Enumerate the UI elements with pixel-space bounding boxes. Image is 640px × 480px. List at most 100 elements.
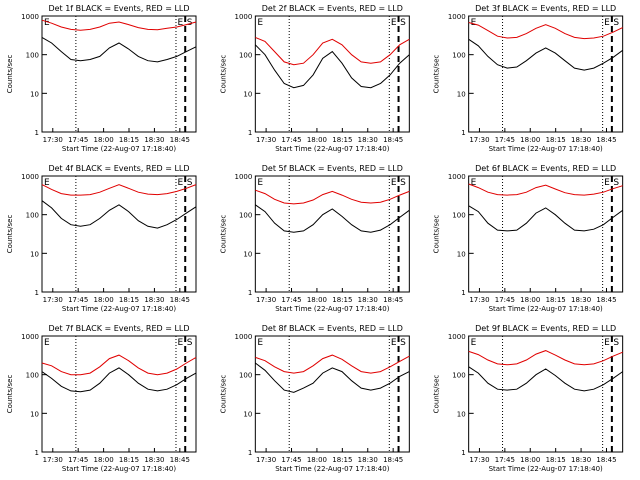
x-tick-label: 18:30 [144, 296, 164, 304]
y-tick-label: 1000 [448, 13, 466, 21]
x-tick-label: 17:45 [68, 296, 88, 304]
marker-e-left: E [257, 18, 263, 28]
chart-panel-1: Det 1f BLACK = Events, RED = LLD 1 10 100 10… [6, 4, 197, 153]
series-events-line [254, 44, 410, 89]
x-tick-label: 18:15 [119, 456, 139, 464]
y-tick-label: 1000 [235, 173, 253, 181]
x-tick-label: 18:15 [119, 296, 139, 304]
y-tick-label: 100 [452, 372, 465, 380]
y-tick-label: 1 [248, 129, 252, 137]
y-axis-label: Counts/sec [433, 55, 441, 94]
x-tick-label: 18:30 [358, 136, 378, 144]
y-tick-label: 1000 [448, 173, 466, 181]
x-tick-label: 17:45 [68, 136, 88, 144]
plot-frame [254, 335, 410, 453]
y-tick-label: 1 [35, 289, 39, 297]
y-tick-label: 10 [30, 90, 39, 98]
x-tick-label: 18:00 [94, 136, 114, 144]
x-axis-label: Start Time (22-Aug-07 17:18:40) [275, 465, 389, 473]
marker-e-left: E [257, 338, 263, 348]
marker-s: S [613, 338, 619, 348]
marker-e-left: E [471, 338, 477, 348]
y-tick-label: 100 [239, 372, 252, 380]
x-tick-label: 18:00 [94, 456, 114, 464]
plot-frame [41, 15, 197, 133]
chart-panel-8: Det 8f BLACK = Events, RED = LLD 1 10 100 10… [219, 324, 410, 473]
x-tick-label: 17:30 [469, 456, 489, 464]
x-tick-label: 18:00 [520, 296, 540, 304]
plot-frame [468, 15, 624, 133]
marker-s: S [187, 338, 193, 348]
y-tick-label: 100 [26, 212, 39, 220]
series-events-line [468, 38, 623, 71]
panel-title: Det 2f BLACK = Events, RED = LLD [262, 4, 403, 13]
y-tick-label: 10 [243, 250, 252, 258]
x-axis-label: Start Time (22-Aug-07 17:18:40) [275, 145, 389, 153]
y-axis-label: Counts/sec [433, 375, 441, 414]
marker-e-right: E [178, 178, 184, 188]
y-tick-label: 1 [248, 449, 252, 457]
plot-frame [41, 335, 197, 453]
x-tick-label: 18:00 [307, 456, 327, 464]
x-tick-label: 18:45 [596, 136, 616, 144]
series-lld-line [468, 183, 623, 196]
chart-panel-4: Det 4f BLACK = Events, RED = LLD 1 10 100 10… [6, 164, 197, 313]
x-tick-label: 17:30 [43, 456, 63, 464]
series-lld-line [41, 354, 197, 376]
x-tick-label: 17:30 [43, 136, 63, 144]
marker-e-right: E [391, 18, 397, 28]
chart-panel-2: Det 2f BLACK = Events, RED = LLD 1 10 100 10… [219, 4, 410, 153]
marker-e-right: E [391, 178, 397, 188]
panel-title: Det 7f BLACK = Events, RED = LLD [48, 324, 189, 333]
x-tick-label: 18:15 [332, 456, 352, 464]
y-axis-label: Counts/sec [219, 215, 227, 254]
marker-e-right: E [604, 338, 610, 348]
x-tick-label: 18:15 [332, 296, 352, 304]
y-tick-label: 100 [452, 212, 465, 220]
series-lld-line [41, 184, 197, 196]
x-tick-label: 18:15 [546, 296, 566, 304]
x-tick-label: 18:45 [170, 136, 190, 144]
marker-s: S [613, 18, 619, 28]
x-tick-label: 18:45 [596, 456, 616, 464]
y-tick-label: 10 [30, 410, 39, 418]
y-tick-label: 100 [452, 52, 465, 60]
x-tick-label: 17:45 [495, 296, 515, 304]
marker-s: S [400, 338, 406, 348]
y-tick-label: 1000 [21, 13, 39, 21]
series-events-line [41, 367, 197, 393]
x-axis-label: Start Time (22-Aug-07 17:18:40) [489, 465, 603, 473]
x-tick-label: 18:45 [596, 296, 616, 304]
x-tick-label: 18:00 [94, 296, 114, 304]
y-tick-label: 10 [243, 410, 252, 418]
chart-panel-3: Det 3f BLACK = Events, RED = LLD 1 10 100 10… [433, 4, 624, 153]
plot-frame [254, 175, 410, 293]
x-tick-label: 18:30 [358, 456, 378, 464]
x-tick-label: 18:30 [358, 296, 378, 304]
series-lld-line [255, 354, 410, 374]
series-lld-line [468, 350, 623, 366]
panel-title: Det 8f BLACK = Events, RED = LLD [262, 324, 403, 333]
x-tick-label: 18:30 [144, 136, 164, 144]
marker-s: S [187, 178, 193, 188]
marker-e-left: E [471, 178, 477, 188]
x-tick-label: 17:30 [469, 136, 489, 144]
y-tick-label: 10 [457, 410, 466, 418]
panel-title: Det 3f BLACK = Events, RED = LLD [475, 4, 616, 13]
x-tick-label: 17:30 [256, 136, 276, 144]
chart-panel-9: Det 9f BLACK = Events, RED = LLD 1 10 100 10… [433, 324, 624, 473]
marker-s: S [613, 178, 619, 188]
y-axis-label: Counts/sec [219, 375, 227, 414]
y-tick-label: 1000 [21, 333, 39, 341]
x-tick-label: 18:45 [383, 136, 403, 144]
y-axis-label: Counts/sec [6, 55, 14, 94]
y-tick-label: 1 [35, 129, 39, 137]
series-lld-line [255, 36, 410, 66]
y-tick-label: 1 [461, 449, 465, 457]
marker-e-right: E [178, 18, 184, 28]
y-tick-label: 10 [243, 90, 252, 98]
panel-title: Det 1f BLACK = Events, RED = LLD [48, 4, 189, 13]
y-tick-label: 1000 [235, 13, 253, 21]
x-tick-label: 17:30 [469, 296, 489, 304]
x-tick-label: 18:30 [571, 456, 591, 464]
